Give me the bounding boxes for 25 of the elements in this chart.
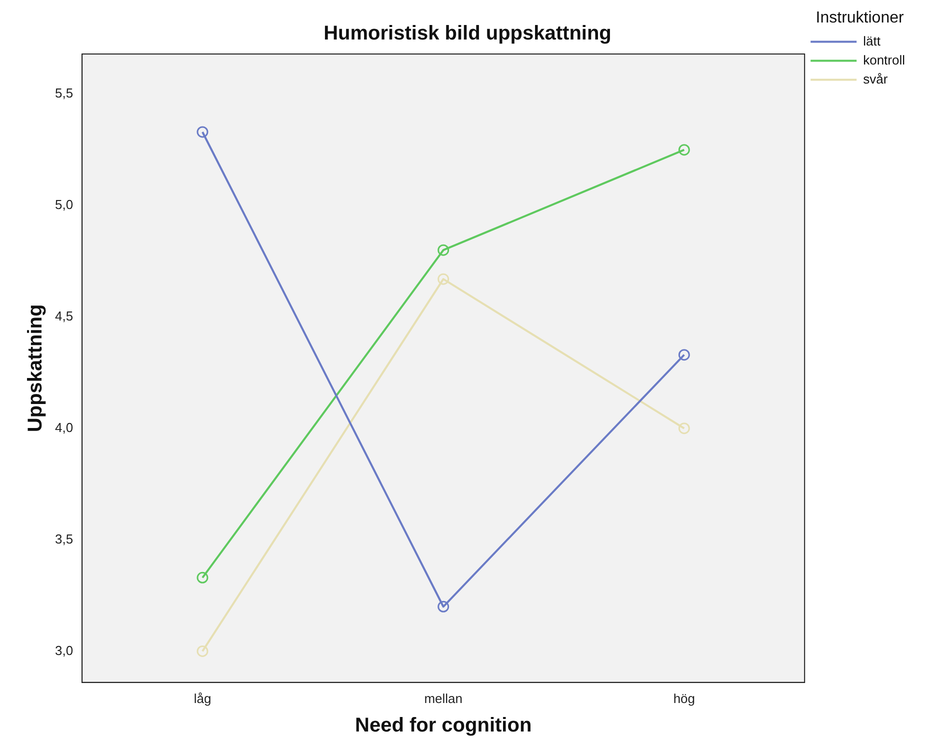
y-tick-label: 3,5 xyxy=(54,531,74,546)
point xyxy=(438,600,450,612)
y-axis-title: Uppskattning xyxy=(24,304,47,432)
x-tick-label: mellan xyxy=(424,690,462,706)
legend-label: svår xyxy=(863,71,888,86)
point xyxy=(196,645,208,657)
legend-label: lätt xyxy=(863,33,881,48)
legend-title: Instruktioner xyxy=(816,9,904,26)
point xyxy=(196,572,208,584)
y-tick-label: 3,0 xyxy=(54,642,74,658)
chart-title: Humoristisk bild uppskattning xyxy=(324,22,612,45)
y-tick-label: 4,0 xyxy=(54,420,74,435)
legend-label: kontroll xyxy=(863,52,906,68)
point xyxy=(196,126,208,138)
x-axis-title: Need for cognition xyxy=(354,714,532,737)
point xyxy=(678,349,690,361)
point xyxy=(438,273,450,285)
y-tick-label: 4,5 xyxy=(54,308,74,324)
y-tick-label: 5,0 xyxy=(54,197,74,212)
x-tick-label: låg xyxy=(194,690,212,706)
point xyxy=(678,144,690,156)
point xyxy=(678,422,690,434)
x-tick-label: hög xyxy=(673,690,696,706)
point xyxy=(438,244,450,256)
y-tick-label: 5,5 xyxy=(54,86,74,101)
